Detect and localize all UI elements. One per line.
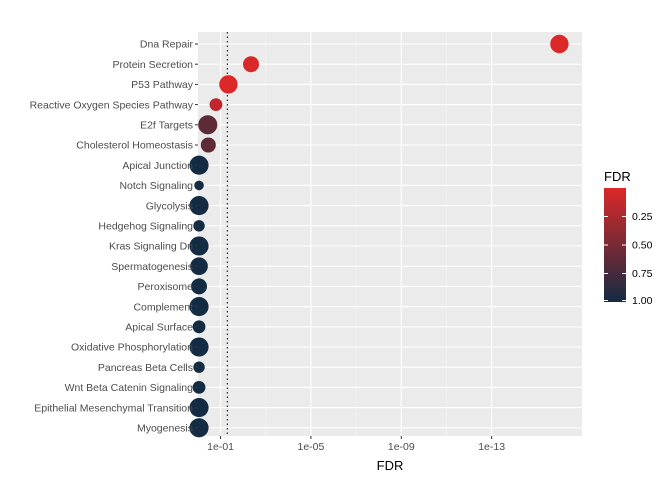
x-axis: 1e-01 1e-05 1e-09 1e-13 [207, 436, 505, 453]
data-point [192, 320, 206, 334]
data-point [192, 380, 206, 394]
y-tick-label: Dna Repair [140, 39, 194, 51]
y-tick-label: Oxidative Phosphorylation [71, 342, 193, 354]
data-point [194, 180, 204, 191]
data-point [189, 236, 209, 256]
y-tick-label: Peroxisome [138, 281, 194, 293]
data-point [189, 398, 209, 418]
legend-tick-label: 0.25 [632, 211, 653, 223]
y-tick-label: Hedgehog Signaling [98, 221, 193, 233]
data-point [189, 337, 209, 357]
y-tick-label: Reactive Oxygen Species Pathway [30, 99, 194, 111]
data-point [189, 418, 209, 438]
y-tick-label: Apical Junction [122, 160, 193, 172]
data-point [198, 115, 218, 135]
y-tick-label: Pancreas Beta Cells [98, 362, 193, 374]
x-tick-label: 1e-05 [298, 441, 325, 453]
data-point [191, 278, 208, 295]
y-tick-label: Kras Signaling Dn [109, 241, 193, 253]
y-tick-label: Wnt Beta Catenin Signaling [65, 382, 194, 394]
data-point [189, 196, 209, 216]
y-tick-label: Protein Secretion [112, 59, 193, 71]
y-tick-label: Spermatogenesis [111, 261, 193, 273]
data-point [190, 257, 208, 276]
y-tick-label: Epithelial Mesenchymal Transition [34, 402, 193, 414]
data-point [219, 75, 238, 94]
data-point [193, 220, 205, 232]
y-axis: Dna Repair Protein Secretion P53 Pathway Re… [30, 39, 198, 435]
y-tick-label: Notch Signaling [119, 180, 193, 192]
y-tick-label: E2f Targets [140, 120, 193, 132]
legend-tick-label: 1.00 [632, 295, 653, 307]
color-legend: FDR 0.25 0.50 0.75 1.00 [604, 169, 653, 307]
x-tick-label: 1e-01 [207, 441, 234, 453]
data-point [243, 56, 259, 73]
plot-panel [189, 32, 582, 438]
y-tick-label: Cholesterol Homeostasis [76, 140, 193, 152]
data-point [193, 361, 205, 373]
y-tick-label: P53 Pathway [131, 79, 194, 91]
x-tick-label: 1e-13 [478, 441, 505, 453]
y-tick-label: Myogenesis [137, 423, 193, 435]
data-point [209, 98, 223, 112]
legend-colorbar [604, 188, 626, 302]
data-point [550, 34, 569, 54]
x-tick-label: 1e-09 [388, 441, 415, 453]
legend-tick-label: 0.75 [632, 268, 653, 280]
x-axis-label: FDR [377, 458, 404, 473]
data-point [189, 297, 209, 317]
data-point [189, 155, 209, 175]
y-tick-label: Apical Surface [125, 322, 193, 334]
legend-tick-label: 0.50 [632, 240, 653, 252]
y-tick-label: Glycolysis [146, 200, 193, 212]
y-tick-label: Complement [133, 301, 193, 313]
legend-title: FDR [604, 169, 631, 184]
data-point [200, 137, 216, 153]
